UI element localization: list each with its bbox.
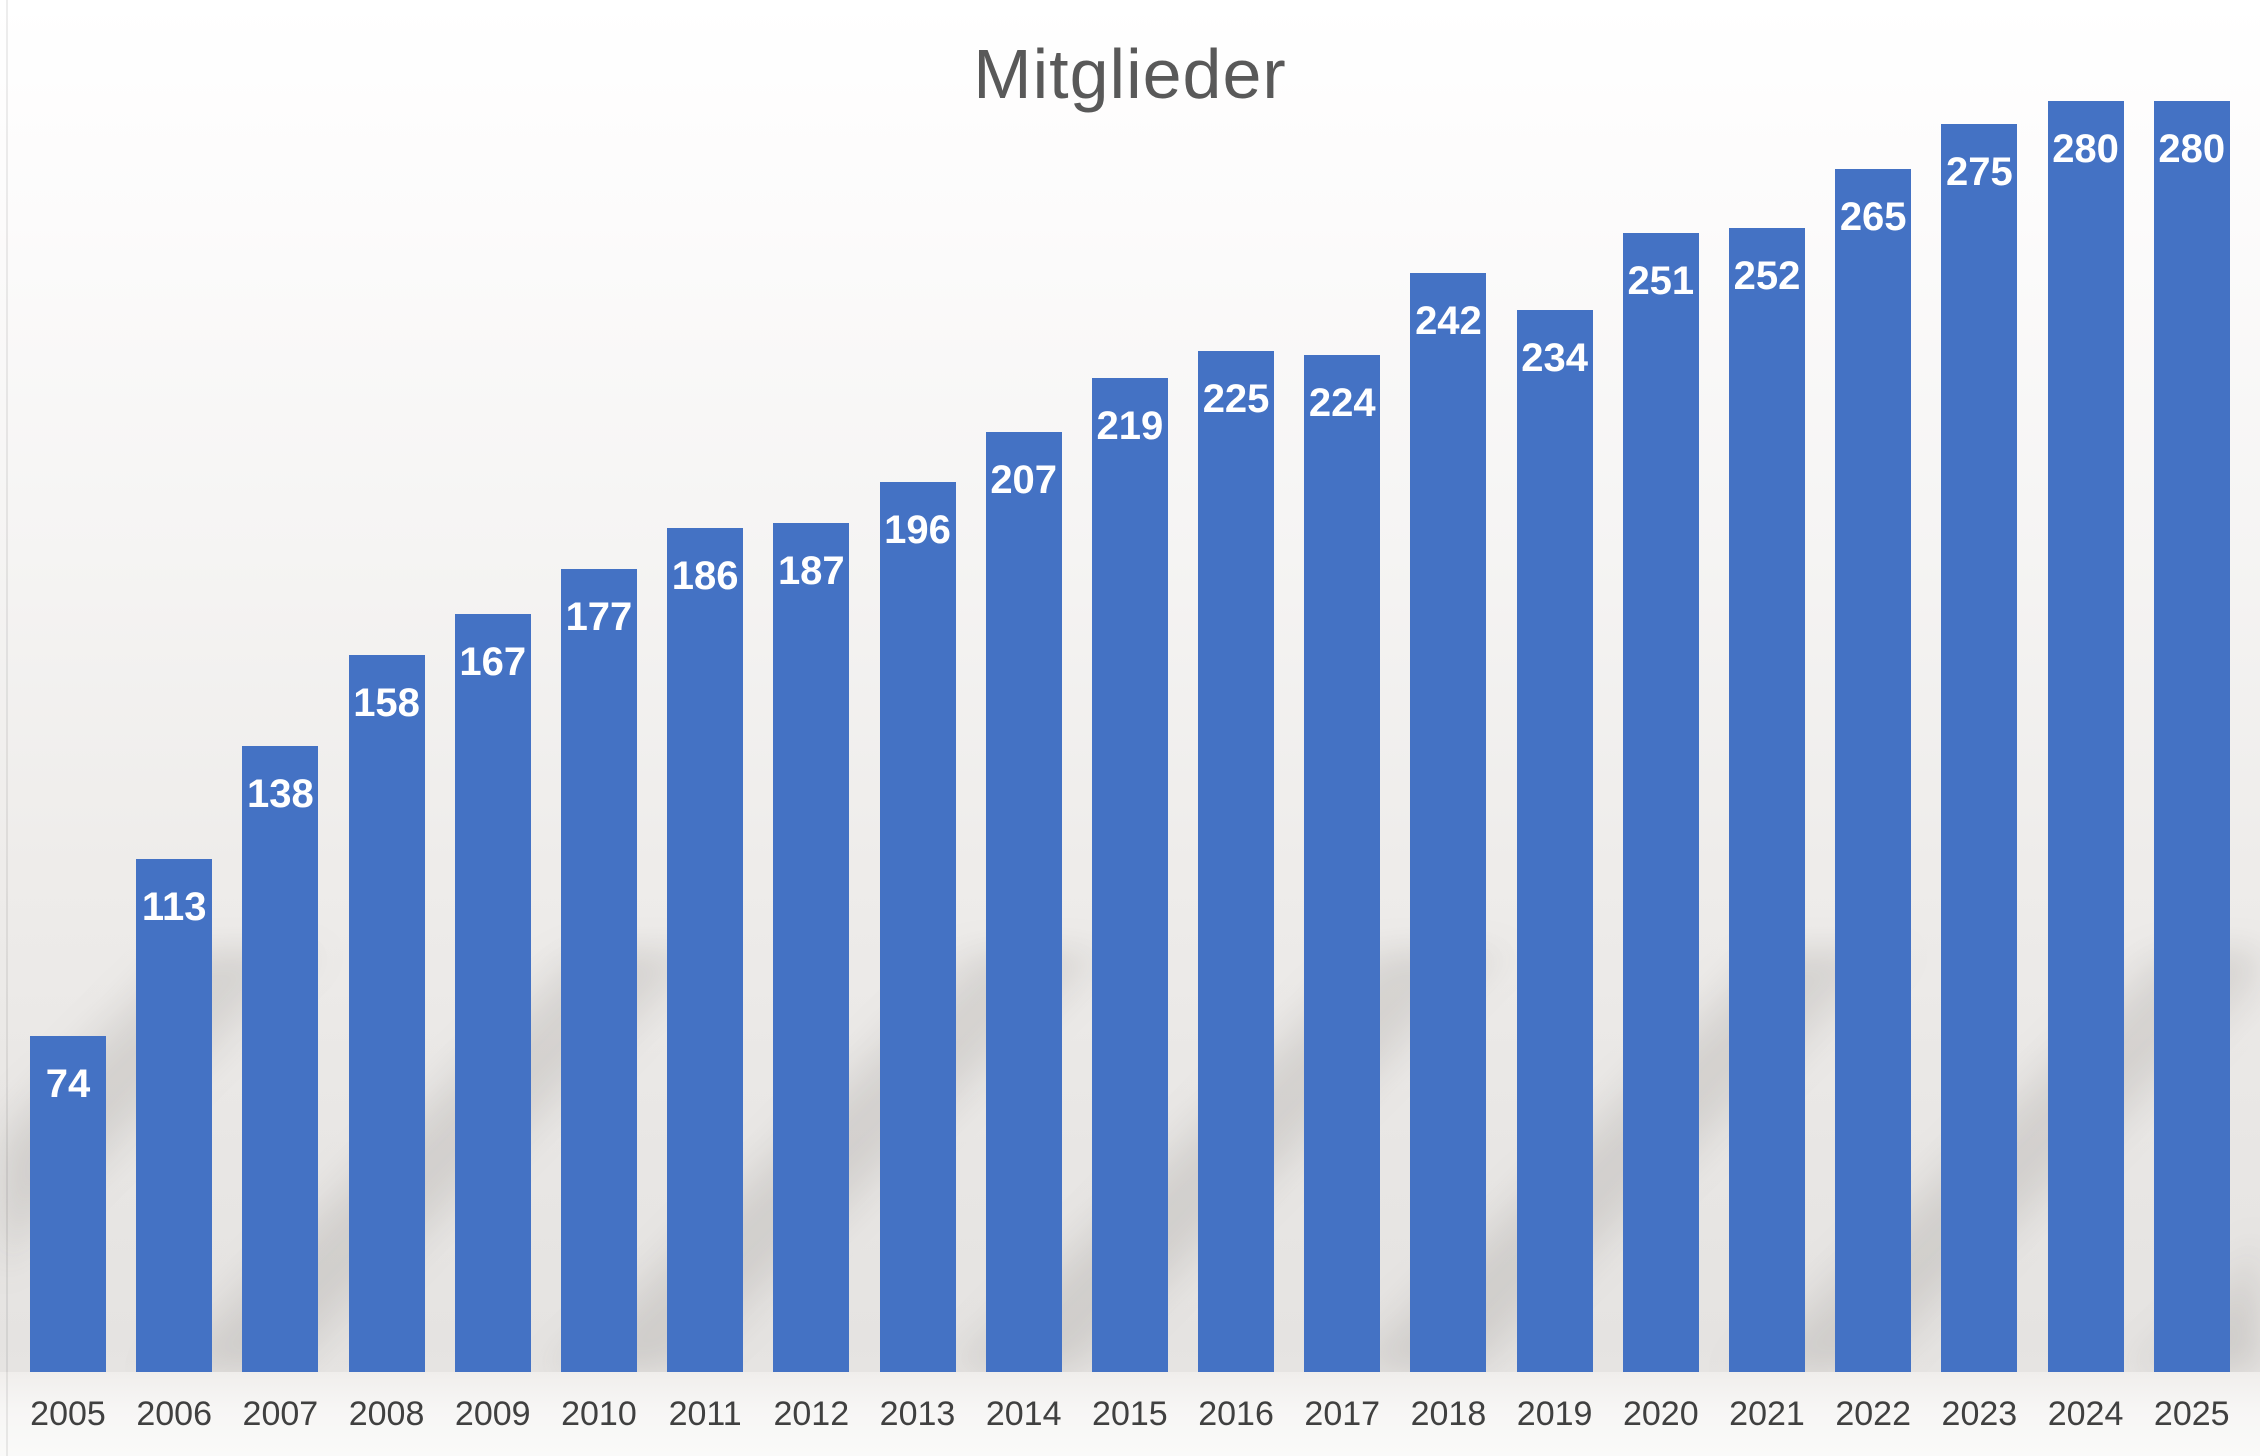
- x-axis-label: 2015: [1092, 1395, 1168, 1433]
- x-axis-label: 2024: [2047, 1395, 2124, 1433]
- x-axis-label: 2006: [136, 1395, 212, 1433]
- bar-column: 207: [985, 432, 1062, 1372]
- bar-value-label: 74: [45, 1062, 91, 1106]
- bar: 252: [1729, 228, 1805, 1372]
- bar-value-label: 138: [247, 772, 314, 816]
- x-axis-labels: 2005 2006 2007 2008 2009 2010 2011 2012 2013 2014…: [30, 1392, 2230, 1436]
- bar: 113: [136, 859, 213, 1372]
- bar-plot-area: 74 113 138 158 167 177 186 187 196 207 219 225 224 24…: [30, 0, 2230, 1372]
- bar: 280: [2047, 101, 2124, 1372]
- bar-column: 252: [1729, 228, 1805, 1372]
- x-axis-label: 2008: [348, 1395, 425, 1433]
- bar-value-label: 242: [1415, 299, 1482, 343]
- x-axis-label: 2012: [773, 1395, 850, 1433]
- bar: 234: [1516, 310, 1593, 1372]
- x-axis-label: 2005: [30, 1395, 106, 1433]
- x-axis-label: 2019: [1516, 1395, 1593, 1433]
- bar: 177: [560, 569, 637, 1372]
- x-axis-label: 2016: [1198, 1395, 1274, 1433]
- bar-value-label: 187: [777, 549, 845, 593]
- bar-column: 225: [1198, 351, 1275, 1372]
- bar-value-label: 167: [459, 640, 527, 684]
- x-axis-label: 2011: [668, 1395, 742, 1433]
- bar-value-label: 219: [1096, 404, 1164, 448]
- bar-column: 280: [2047, 101, 2124, 1372]
- bar-column: 265: [1835, 169, 1912, 1372]
- bar: 74: [30, 1036, 106, 1372]
- bar: 186: [667, 528, 744, 1372]
- axis-floor-band: [0, 1372, 2260, 1456]
- x-axis-label: 2010: [561, 1395, 637, 1433]
- bar-column: 186: [667, 528, 744, 1372]
- bar: 224: [1304, 355, 1381, 1372]
- bar: 187: [773, 523, 850, 1372]
- x-axis-label: 2023: [1941, 1395, 2018, 1433]
- bar-column: 275: [1941, 124, 2018, 1372]
- bar-column: 74: [30, 1036, 106, 1372]
- bar-column: 219: [1091, 378, 1168, 1372]
- bar-column: 242: [1410, 273, 1487, 1372]
- x-axis-label: 2018: [1410, 1395, 1487, 1433]
- x-axis-label: 2022: [1835, 1395, 1911, 1433]
- bar-value-label: 177: [565, 595, 633, 639]
- bar-column: 224: [1304, 355, 1381, 1372]
- x-axis-label: 2020: [1622, 1395, 1699, 1433]
- bar-column: 251: [1622, 233, 1699, 1372]
- bar: 167: [454, 614, 531, 1372]
- bar-value-label: 186: [671, 554, 739, 598]
- bar-column: 234: [1516, 310, 1593, 1372]
- bar-value-label: 224: [1308, 381, 1376, 425]
- bar-value-label: 275: [1946, 150, 2013, 194]
- x-axis-label: 2007: [242, 1395, 319, 1433]
- bar-value-label: 252: [1733, 254, 1801, 298]
- bar-value-label: 113: [141, 885, 207, 929]
- bar: 158: [348, 655, 425, 1372]
- bar-value-label: 207: [990, 458, 1058, 502]
- bar: 207: [985, 432, 1062, 1372]
- bar-column: 138: [242, 746, 319, 1372]
- x-axis-label: 2009: [454, 1395, 531, 1433]
- x-axis-label: 2017: [1304, 1395, 1381, 1433]
- bar-column: 167: [454, 614, 531, 1372]
- x-axis-label: 2014: [985, 1395, 1062, 1433]
- x-axis-label: 2013: [879, 1395, 956, 1433]
- bar-column: 280: [2153, 101, 2230, 1372]
- bar-value-label: 225: [1202, 377, 1270, 421]
- bar: 280: [2153, 101, 2230, 1372]
- bar-column: 177: [560, 569, 637, 1372]
- x-axis-label: 2025: [2153, 1395, 2230, 1433]
- bar: 275: [1941, 124, 2018, 1372]
- bar-value-label: 280: [2052, 127, 2119, 171]
- bar: 251: [1622, 233, 1699, 1372]
- bar-column: 113: [136, 859, 213, 1372]
- bar-value-label: 265: [1839, 195, 1907, 239]
- bar-column: 158: [348, 655, 425, 1372]
- bar: 138: [242, 746, 319, 1372]
- bar-value-label: 251: [1627, 259, 1695, 303]
- bar-column: 196: [879, 482, 956, 1372]
- bar-column: 187: [773, 523, 850, 1372]
- x-axis-label: 2021: [1729, 1395, 1805, 1433]
- chart-title: Mitglieder: [973, 35, 1287, 113]
- bar: 219: [1091, 378, 1168, 1372]
- bar-value-label: 280: [2158, 127, 2226, 171]
- chart-left-border: [6, 0, 8, 1456]
- bar-value-label: 234: [1521, 336, 1588, 380]
- bar-value-label: 196: [884, 508, 951, 552]
- bar-value-label: 158: [353, 681, 420, 725]
- bar: 225: [1198, 351, 1275, 1372]
- bar: 196: [879, 482, 956, 1372]
- bar: 242: [1410, 273, 1487, 1372]
- bar: 265: [1835, 169, 1912, 1372]
